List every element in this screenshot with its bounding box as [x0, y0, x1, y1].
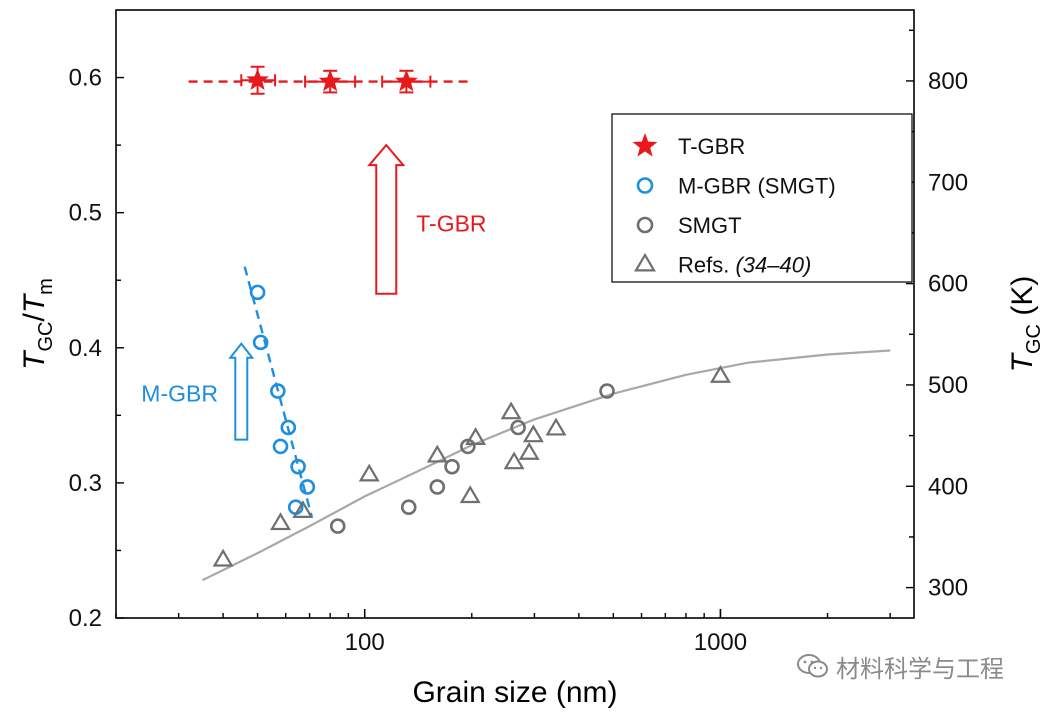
- data-point: [249, 284, 266, 301]
- data-point: [395, 69, 418, 92]
- data-point: [358, 463, 380, 482]
- data-point: [252, 334, 269, 351]
- data-point: [270, 383, 286, 399]
- data-point: [444, 458, 460, 475]
- y2-tick-label: 600: [928, 271, 968, 298]
- legend-entry-label: SMGT: [678, 213, 742, 238]
- x-axis-title: Grain size (nm): [412, 676, 617, 709]
- legend: T-GBR M-GBR (SMGT) SMGT Refs. (34–40): [611, 113, 913, 283]
- mgbr-arrow-label: M-GBR: [141, 381, 218, 407]
- data-point: [318, 69, 342, 92]
- data-point: [545, 417, 567, 436]
- x-tick-label: 100: [345, 629, 385, 656]
- data-point: [292, 500, 314, 518]
- data-point: [522, 424, 544, 443]
- data-point: [426, 444, 448, 463]
- smgt-fit: [202, 349, 891, 582]
- legend-marker: [636, 177, 654, 194]
- y-axis-title: TGC/Tm: [18, 278, 57, 370]
- plot-frame: [115, 9, 915, 619]
- data-point: [709, 364, 731, 383]
- legend-entry-label: M-GBR (SMGT): [678, 174, 836, 199]
- series-m-gbr-smgt: [249, 284, 316, 516]
- data-point: [270, 512, 291, 531]
- y2-tick-label: 400: [928, 473, 968, 500]
- y2-tick-label: 300: [928, 575, 968, 602]
- legend-entry-label: Refs. (34–40): [678, 253, 811, 278]
- y-tick-label: 0.2: [69, 605, 102, 632]
- m-gbr-fit: [243, 266, 313, 518]
- y2-axis-title: TGC (K): [1006, 276, 1045, 373]
- mgbr-arrow-shape: [228, 342, 255, 441]
- wechat-icon: [797, 654, 828, 678]
- data-point: [465, 427, 487, 445]
- data-point: [329, 518, 346, 534]
- data-point: [510, 419, 526, 436]
- series-refs: [212, 364, 731, 567]
- y-tick-label: 0.4: [69, 335, 102, 362]
- legend-marker: [634, 252, 656, 272]
- data-point: [518, 441, 540, 460]
- tgbr-arrow-label: T-GBR: [416, 210, 486, 236]
- legend-marker: [636, 216, 654, 234]
- data-point: [429, 479, 446, 495]
- data-point: [500, 401, 522, 420]
- y-tick-label: 0.6: [69, 65, 102, 92]
- x-tick-label: 1000: [694, 629, 747, 656]
- data-point: [246, 68, 269, 90]
- data-point: [212, 548, 234, 567]
- data-point: [503, 451, 525, 470]
- data-point: [290, 458, 306, 475]
- y2-tick-label: 800: [928, 68, 968, 95]
- watermark-text: 材料科学与工程: [836, 654, 1004, 683]
- tgbr-arrow-shape: [367, 143, 406, 295]
- mgbr-arrow: M-GBR: [141, 342, 255, 441]
- data-point: [400, 499, 417, 516]
- y-tick-label: 0.3: [69, 470, 102, 497]
- data-point: [299, 479, 316, 495]
- data-point: [272, 438, 289, 455]
- y2-tick-label: 700: [928, 169, 968, 196]
- y2-tick-label: 500: [928, 372, 968, 399]
- data-point: [460, 438, 476, 455]
- legend-entry-label: T-GBR: [678, 134, 745, 159]
- y-tick-label: 0.5: [69, 200, 102, 227]
- legend-marker: [632, 133, 658, 157]
- watermark: 材料科学与工程: [796, 646, 1036, 686]
- data-point: [599, 383, 615, 399]
- tgbr-arrow: T-GBR: [367, 143, 487, 295]
- data-point: [459, 485, 481, 504]
- series-t-gbr: [240, 65, 432, 95]
- data-point: [280, 419, 297, 436]
- legend-frame: [611, 113, 913, 283]
- series-smgt: [329, 383, 615, 534]
